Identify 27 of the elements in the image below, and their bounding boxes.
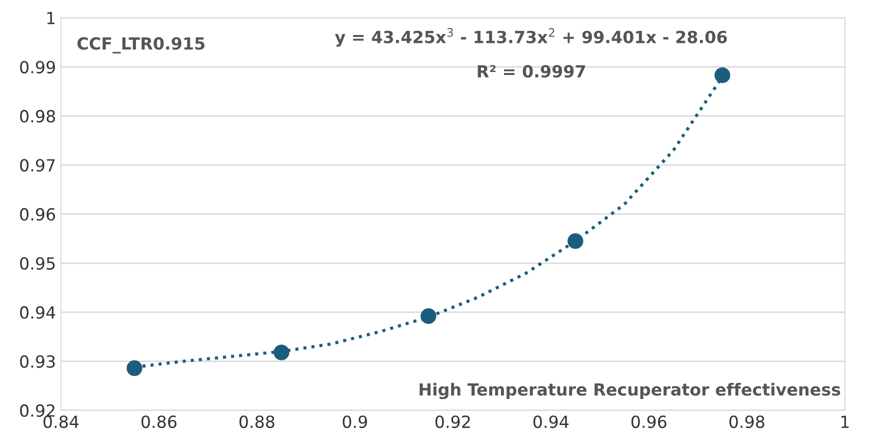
x-tick-label: 1 bbox=[841, 416, 849, 428]
y-tick-label: 0.93 bbox=[20, 355, 55, 368]
x-tick-label: 0.88 bbox=[239, 415, 274, 428]
point bbox=[420, 308, 436, 324]
x-tick-label: 0.84 bbox=[44, 415, 79, 428]
annotation: CCF_LTR0.915 bbox=[77, 37, 204, 54]
y-tick-label: 0.96 bbox=[20, 208, 56, 221]
x-axis-title: High Temperature Recuperator effectiveness bbox=[420, 382, 840, 400]
annotation: R² = 0.9997 bbox=[478, 65, 585, 78]
x-tick-label: 0.96 bbox=[631, 415, 666, 428]
y-tick-label: 0.99 bbox=[20, 60, 55, 74]
annotation: y = 43.425x$^{3}$ - 113.73x$^{2}$ + 99.401x - 28.06 bbox=[334, 28, 727, 47]
point bbox=[568, 233, 584, 249]
x-tick-label: 0.94 bbox=[533, 415, 569, 428]
x-tick-label: 0.92 bbox=[435, 415, 470, 428]
y-tick-label: 0.95 bbox=[20, 257, 55, 270]
x-tick-label: 0.86 bbox=[142, 415, 176, 428]
y-tick-label: 0.94 bbox=[20, 306, 56, 319]
point bbox=[274, 344, 290, 360]
point bbox=[714, 67, 730, 84]
y-tick-label: 0.98 bbox=[20, 110, 55, 123]
x-tick-label: 0.9 bbox=[342, 415, 368, 428]
point bbox=[126, 360, 142, 376]
y-tick-label: 0.97 bbox=[20, 158, 55, 172]
y-tick-label: 0.92 bbox=[20, 404, 54, 417]
x-tick-label: 0.98 bbox=[729, 415, 764, 428]
y-tick-label: 1 bbox=[47, 12, 55, 24]
